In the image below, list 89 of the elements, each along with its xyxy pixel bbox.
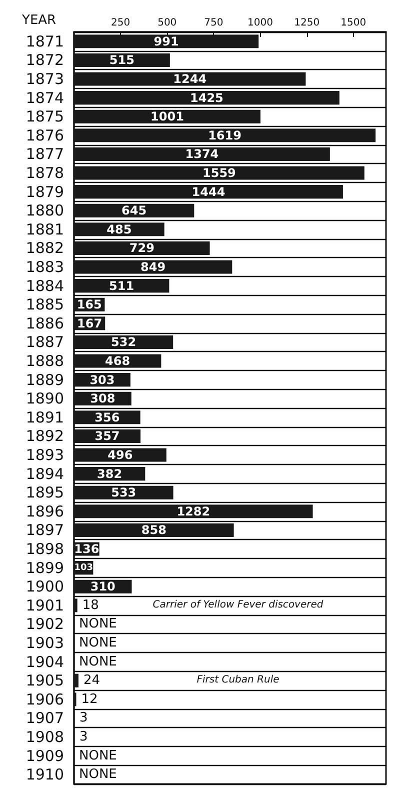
- data-label: 308: [90, 392, 116, 406]
- data-label: 24: [83, 673, 100, 688]
- data-label: 1559: [202, 166, 236, 180]
- y-tick-label: 1874: [26, 88, 64, 107]
- data-label: 382: [97, 466, 122, 481]
- data-label: 356: [94, 410, 120, 424]
- y-tick-label: 1879: [26, 182, 64, 201]
- data-label: 645: [122, 204, 147, 218]
- x-tick-label: 1250: [294, 18, 320, 28]
- data-label: 1244: [173, 72, 207, 86]
- y-tick-label: 1891: [26, 408, 64, 426]
- y-tick-label: 1889: [26, 370, 64, 389]
- data-label: NONE: [79, 636, 117, 650]
- y-tick-label: 1877: [26, 145, 64, 164]
- y-tick-label: 1905: [26, 672, 64, 690]
- y-tick-label: 1882: [26, 239, 64, 258]
- data-label: 357: [94, 429, 120, 444]
- x-tick-label: 750: [204, 18, 224, 28]
- y-tick-label: 1896: [26, 502, 64, 520]
- y-tick-label: 1892: [26, 427, 64, 446]
- y-tick-label: 1897: [26, 521, 64, 540]
- y-tick-label: 1907: [26, 709, 64, 728]
- data-label: 496: [108, 448, 133, 462]
- y-tick-label: 1876: [26, 126, 64, 144]
- y-tick-label: 1908: [26, 728, 64, 746]
- y-tick-label: 1906: [26, 690, 64, 708]
- data-label: 991: [154, 34, 179, 48]
- y-tick-label: 1878: [26, 164, 64, 182]
- y-tick-label: 1881: [26, 220, 64, 238]
- data-label: 136: [74, 542, 100, 556]
- data-label: 167: [77, 316, 102, 330]
- data-label: 18: [82, 598, 99, 613]
- y-tick-label: 1903: [26, 634, 64, 652]
- y-tick-label: 1904: [26, 652, 64, 671]
- y-tick-label: 1887: [26, 333, 64, 352]
- y-tick-label: 1890: [26, 390, 64, 408]
- y-tick-label: 1875: [26, 108, 64, 126]
- y-tick-label: 1895: [26, 484, 64, 502]
- x-tick-label: 250: [111, 18, 130, 28]
- data-label: 533: [111, 486, 136, 500]
- data-label: NONE: [79, 616, 117, 632]
- data-label: 515: [109, 53, 134, 68]
- data-label: 1001: [150, 110, 184, 124]
- data-label: 468: [105, 354, 130, 368]
- data-label: 849: [140, 260, 166, 274]
- data-label: 532: [111, 335, 136, 350]
- data-label: 165: [76, 298, 102, 312]
- data-label: 3: [80, 730, 88, 744]
- y-tick-label: 1900: [26, 578, 64, 596]
- y-tick-label: 1888: [26, 352, 64, 370]
- y-tick-label: 1902: [26, 615, 64, 634]
- data-label: 511: [109, 278, 134, 293]
- y-tick-label: 1899: [26, 558, 64, 577]
- x-tick-label: 500: [158, 18, 177, 28]
- data-label: 1374: [185, 147, 219, 162]
- data-label: 3: [80, 710, 88, 726]
- y-tick-label: 1872: [26, 51, 64, 70]
- data-label: 103: [74, 562, 93, 573]
- y-tick-label: 1873: [26, 70, 64, 88]
- data-label: 303: [90, 372, 115, 387]
- y-tick-label: 1901: [26, 596, 64, 614]
- x-tick-label: 1500: [340, 18, 366, 28]
- y-tick-label: 1883: [26, 258, 64, 276]
- y-tick-label: 1871: [26, 32, 64, 50]
- data-label: 858: [141, 523, 166, 538]
- x-tick-label: 1000: [248, 18, 273, 28]
- data-label: NONE: [79, 767, 117, 782]
- data-label: 12: [81, 692, 98, 707]
- y-tick-label: 1884: [26, 276, 64, 295]
- data-label: 310: [90, 580, 116, 594]
- data-label: 1619: [208, 128, 242, 142]
- data-label: NONE: [79, 654, 117, 670]
- y-tick-label: 1880: [26, 202, 64, 220]
- y-tick-label: 1910: [26, 766, 64, 784]
- data-label: 485: [106, 222, 132, 236]
- data-label: 1425: [190, 90, 224, 105]
- data-label: 1282: [176, 504, 210, 518]
- y-tick-label: 1898: [26, 540, 64, 558]
- y-axis-title: YEAR: [21, 13, 56, 28]
- annotation: First Cuban Rule: [196, 674, 280, 686]
- y-tick-label: 1894: [26, 464, 64, 483]
- annotation: Carrier of Yellow Fever discovered: [152, 600, 324, 610]
- data-label: NONE: [79, 748, 117, 764]
- y-tick-label: 1909: [26, 746, 64, 765]
- y-tick-label: 1885: [26, 296, 64, 314]
- y-tick-label: 1886: [26, 314, 64, 332]
- y-tick-label: 1893: [26, 446, 64, 464]
- data-label: 1444: [192, 184, 226, 199]
- data-label: 729: [129, 241, 154, 256]
